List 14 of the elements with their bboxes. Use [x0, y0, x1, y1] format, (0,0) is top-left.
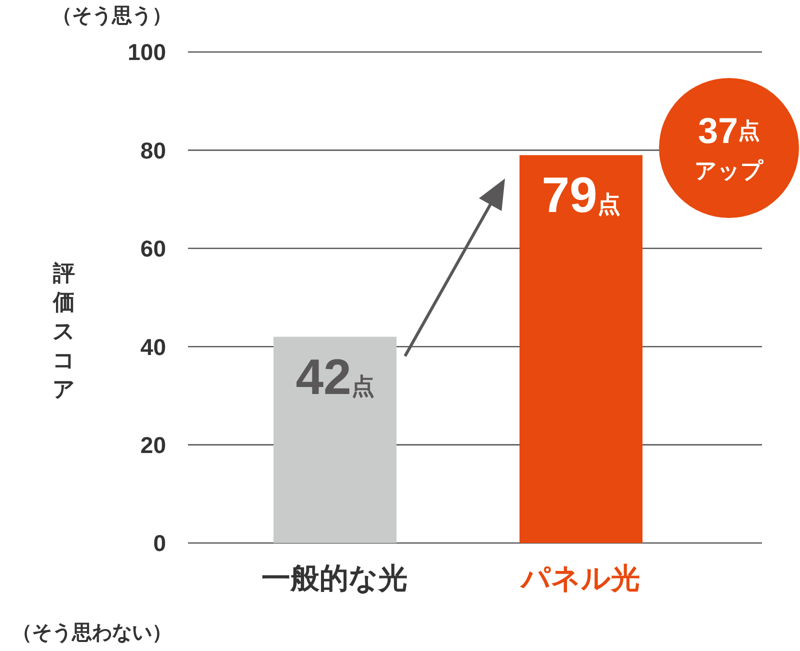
x-tick-label: 一般的な光: [262, 563, 408, 595]
text: （そう思わない）: [12, 622, 172, 644]
x-tick-label: パネル光: [519, 563, 640, 595]
y-tick-label: 0: [153, 530, 166, 556]
y-tick-label: 60: [140, 236, 166, 262]
y-tick-label: 80: [140, 137, 166, 164]
text: （そう思う）: [52, 5, 172, 27]
y-tick-label: 40: [140, 334, 166, 360]
y-axis-title: 評価スコア: [52, 260, 76, 401]
data-label: 42点: [296, 348, 374, 405]
data-label: 79点: [542, 167, 620, 224]
y-tick-label: 20: [140, 432, 166, 458]
annotation: 37点アップ: [694, 110, 764, 182]
y-tick-label: 100: [128, 39, 166, 66]
